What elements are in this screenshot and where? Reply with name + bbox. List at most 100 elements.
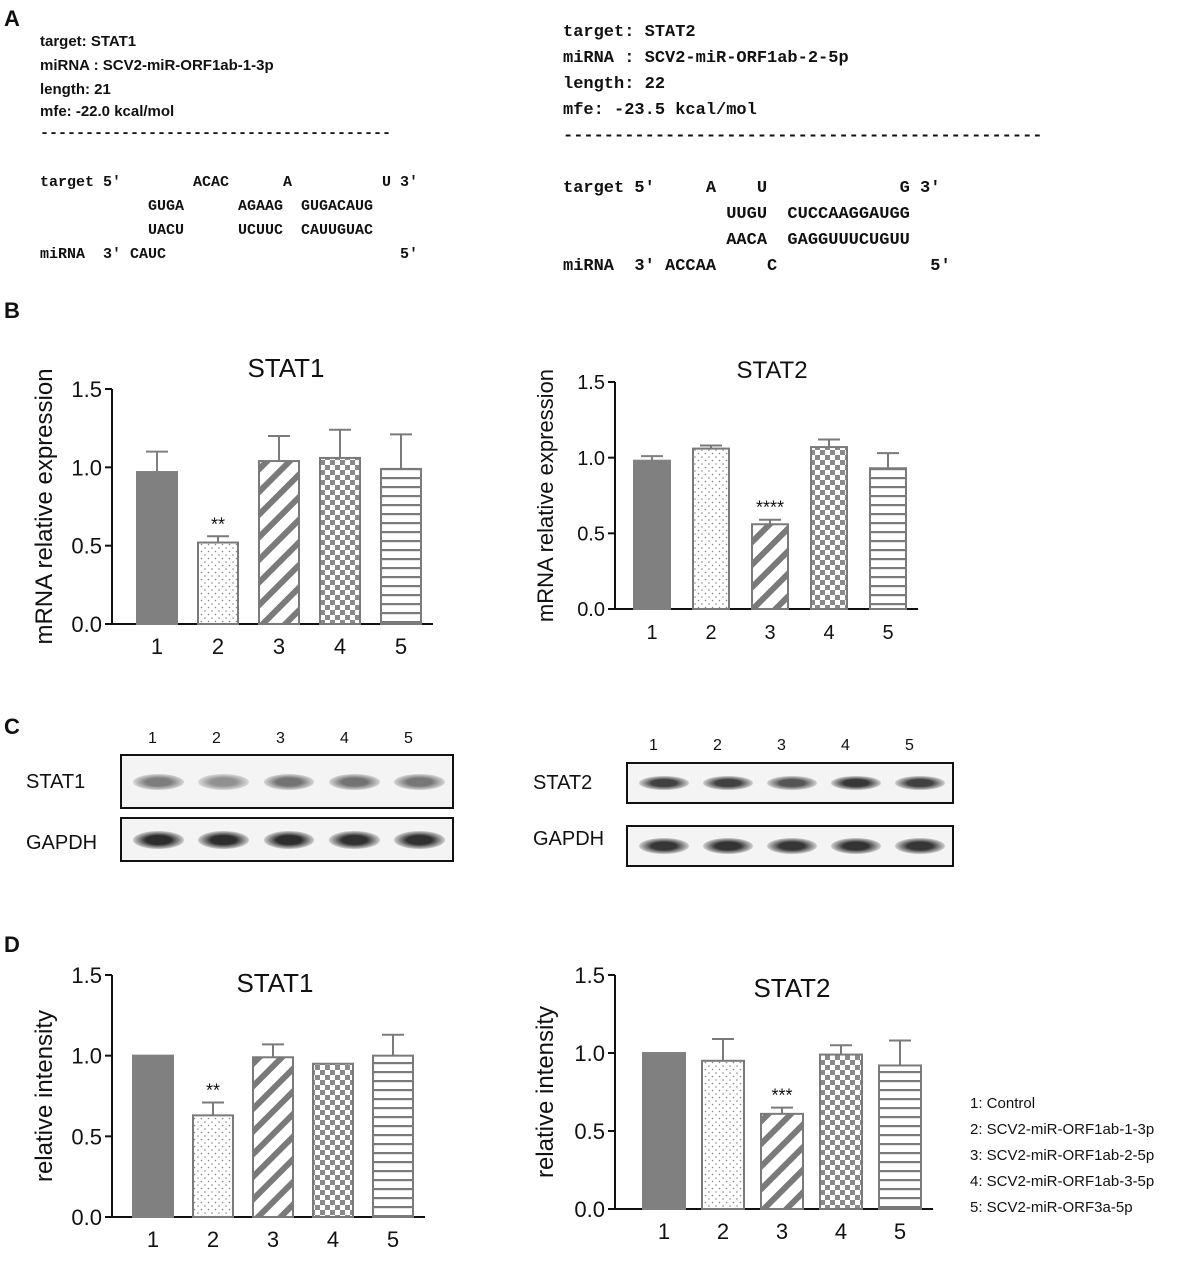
alignment-row-2: UUGU CUCCAAGGAUGG xyxy=(563,205,910,224)
blot-gapdh xyxy=(626,825,954,867)
bar xyxy=(819,1053,863,1211)
blot-band xyxy=(831,838,881,854)
x-tick-label: 5 xyxy=(387,1227,399,1252)
panel-letter-a: A xyxy=(4,6,20,31)
bar xyxy=(132,1054,174,1218)
blot-band xyxy=(895,776,945,790)
panel-letter-c: C xyxy=(4,714,20,739)
x-tick-label: 1 xyxy=(646,622,657,644)
x-tick-label: 3 xyxy=(267,1227,279,1252)
lane-number: 4 xyxy=(841,737,850,754)
x-tick-label: 3 xyxy=(764,622,775,644)
y-tick-label: 0.5 xyxy=(574,1119,605,1144)
blot-band xyxy=(133,830,185,849)
y-tick-label: 0.5 xyxy=(71,534,102,559)
blot-band xyxy=(263,830,315,849)
lane-number: 4 xyxy=(340,730,349,747)
blot-band xyxy=(639,838,689,854)
mfe-line: mfe: -23.5 kcal/mol xyxy=(563,101,757,120)
legend-item: 4: SCV2-miR-ORF1ab-3-5p xyxy=(970,1173,1155,1190)
lane-number: 5 xyxy=(404,730,413,747)
lane-number: 3 xyxy=(777,737,786,754)
lane-number: 2 xyxy=(212,730,221,747)
x-tick-label: 4 xyxy=(327,1227,339,1252)
bar xyxy=(252,1056,294,1219)
blot-band xyxy=(639,776,689,790)
bar xyxy=(760,1112,804,1210)
target-line: target: STAT2 xyxy=(563,23,696,42)
x-tick-label: 1 xyxy=(658,1219,670,1244)
blot-band xyxy=(767,776,817,790)
y-tick-label: 1.0 xyxy=(574,1041,605,1066)
x-tick-label: 4 xyxy=(823,622,834,644)
bar xyxy=(751,523,789,611)
mirna-line: miRNA : SCV2-miR-ORF1ab-1-3p xyxy=(40,57,274,74)
y-tick-label: 1.5 xyxy=(577,372,605,394)
x-tick-label: 1 xyxy=(147,1227,159,1252)
y-tick-label: 1.0 xyxy=(577,448,605,470)
y-tick-label: 1.0 xyxy=(71,455,102,480)
x-tick-label: 5 xyxy=(894,1219,906,1244)
alignment-row-4: miRNA 3' ACCAA C 5' xyxy=(563,257,951,276)
blot-band xyxy=(133,773,185,790)
blot-label-gapdh: GAPDH xyxy=(26,832,98,854)
alignment-row-2: GUGA AGAAG GUGACAUG xyxy=(40,198,374,215)
significance-label: **** xyxy=(756,498,784,518)
bar xyxy=(319,456,361,625)
significance-label: ** xyxy=(211,514,225,534)
y-tick-label: 0.5 xyxy=(577,524,605,546)
x-tick-label: 4 xyxy=(835,1219,847,1244)
bar xyxy=(136,471,178,625)
significance-label: ** xyxy=(206,1080,220,1100)
chart-d-stat1: 0.0 0.5 1.0 1.5 STAT1 relative intensity 1 ** 2 3… xyxy=(31,963,425,1252)
y-tick-label: 0.0 xyxy=(577,599,605,621)
chart-b-stat2: 0.0 0.5 1.0 1.5 STAT2 mRNA relative expressio… xyxy=(533,357,918,644)
blot-band xyxy=(767,838,817,854)
blot-band xyxy=(393,773,445,790)
mfe-line: mfe: -22.0 kcal/mol xyxy=(40,103,175,120)
bar xyxy=(633,459,671,610)
y-tick-label: 0.0 xyxy=(71,1205,102,1230)
lane-number: 1 xyxy=(649,737,658,754)
alignment-row-1: target 5' A U G 3' xyxy=(563,179,941,198)
x-tick-label: 2 xyxy=(705,622,716,644)
y-axis-label: relative intensity xyxy=(532,1006,559,1178)
x-tick-label: 3 xyxy=(776,1219,788,1244)
bar xyxy=(878,1064,922,1210)
x-tick-label: 2 xyxy=(717,1219,729,1244)
bar xyxy=(380,467,422,625)
x-tick-label: 4 xyxy=(334,634,346,659)
chart-b-stat1: 0.0 0.5 1.0 1.5 STAT1 mRNA relative expressio… xyxy=(31,353,433,659)
bar xyxy=(701,1059,745,1211)
chart-title: STAT1 xyxy=(247,353,324,383)
bar xyxy=(642,1052,686,1210)
panel-letter-d: D xyxy=(4,932,20,957)
legend-item: 5: SCV2-miR-ORF3a-5p xyxy=(970,1199,1133,1216)
lane-number: 5 xyxy=(905,737,914,754)
blot-band xyxy=(703,838,753,854)
blot-band xyxy=(831,776,881,790)
length-line: length: 21 xyxy=(40,81,111,98)
blot-band xyxy=(393,830,445,849)
bar xyxy=(312,1062,354,1218)
blot-band xyxy=(263,773,315,790)
alignment-row-4: miRNA 3' CAUC 5' xyxy=(40,246,419,263)
blot-label-stat1: STAT1 xyxy=(26,771,86,793)
y-axis-label: relative intensity xyxy=(31,1010,58,1182)
bar xyxy=(192,1114,234,1218)
lane-number: 3 xyxy=(276,730,285,747)
chart-title: STAT1 xyxy=(236,968,313,998)
dash-line: ----------------------------------------… xyxy=(563,127,1043,146)
chart-title: STAT2 xyxy=(753,973,830,1003)
alignment-row-3: UACU UCUUC CAUUGUAC xyxy=(40,222,374,239)
legend-item: 2: SCV2-miR-ORF1ab-1-3p xyxy=(970,1121,1155,1138)
panel-letter-b: B xyxy=(4,298,20,323)
blot-band xyxy=(198,830,250,849)
blot-band xyxy=(328,830,380,849)
lane-number: 2 xyxy=(713,737,722,754)
y-tick-label: 1.5 xyxy=(71,963,102,988)
y-tick-label: 1.0 xyxy=(71,1044,102,1069)
bar xyxy=(258,460,300,626)
chart-title: STAT2 xyxy=(736,357,807,384)
